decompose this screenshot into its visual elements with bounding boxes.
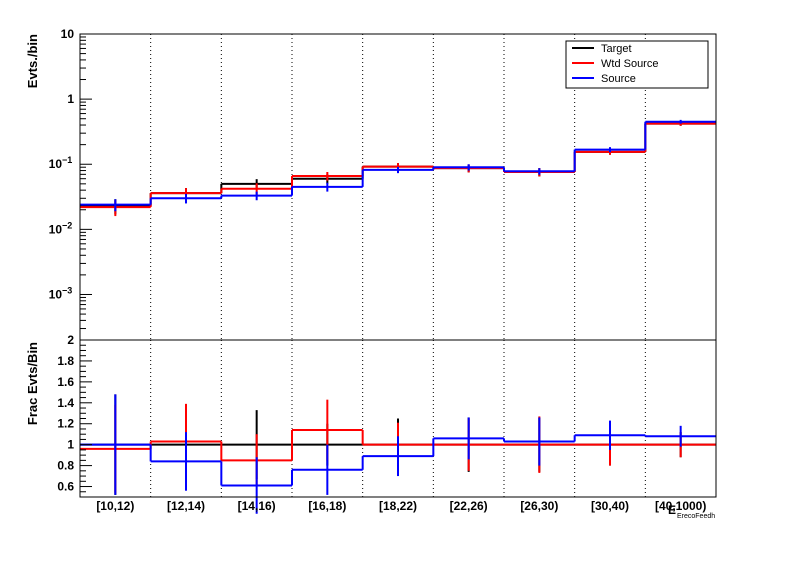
top-y-tick-exponent: −2 [62,220,72,230]
bottom-y-tick-label: 1 [67,438,74,452]
x-category-label: [40,1000) [655,499,706,513]
top-y-tick-label: 1 [67,92,74,106]
bottom-y-tick-label: 2 [67,333,74,347]
bottom-y-tick-label: 0.8 [57,459,74,473]
legend-label-target: Target [601,43,632,55]
top-y-tick-exponent: −3 [62,285,72,295]
x-axis-label: E [668,503,676,517]
bottom-y-tick-label: 1.4 [57,396,74,410]
legend: Target Wtd Source Source [565,40,709,89]
bottom-y-axis: 0.6 0.8 1 1.2 1.4 1.6 1.8 2 [57,333,92,498]
bottom-series-source [80,394,716,514]
top-y-tick-label: 10 [49,287,63,301]
x-category-label: [10,12) [96,499,134,513]
legend-label-wtd-source: Wtd Source [601,58,658,70]
bottom-series-layer [80,394,716,514]
bottom-y-tick-label: 1.6 [57,375,74,389]
top-series-layer [80,119,716,217]
top-y-tick-label: 10 [49,222,63,236]
x-axis-title: E ErecoFeedh [668,503,715,520]
top-y-tick-exponent: −1 [62,155,72,165]
bottom-y-tick-label: 0.6 [57,480,74,494]
x-category-label: [16,18) [308,499,346,513]
x-category-label: [22,26) [450,499,488,513]
x-category-label: [26,30) [520,499,558,513]
top-y-tick-label: 10 [61,27,75,41]
x-category-label: [14,16) [238,499,276,513]
bottom-y-tick-label: 1.8 [57,354,74,368]
x-category-label: [18,22) [379,499,417,513]
x-category-label: [12,14) [167,499,205,513]
top-y-axis-label: Evts./bin [25,34,40,88]
x-category-label: [30,40) [591,499,629,513]
bottom-y-axis-label: Frac Evts/Bin [25,342,40,425]
top-series-source [80,119,716,212]
x-axis: [10,12) [12,14) [14,16) [16,18) [18,22) [22,2… [96,499,706,513]
top-y-tick-label: 10 [49,157,63,171]
x-axis-label-subscript: ErecoFeedh [677,513,715,520]
bottom-y-tick-label: 1.2 [57,417,74,431]
legend-label-source: Source [601,73,636,85]
